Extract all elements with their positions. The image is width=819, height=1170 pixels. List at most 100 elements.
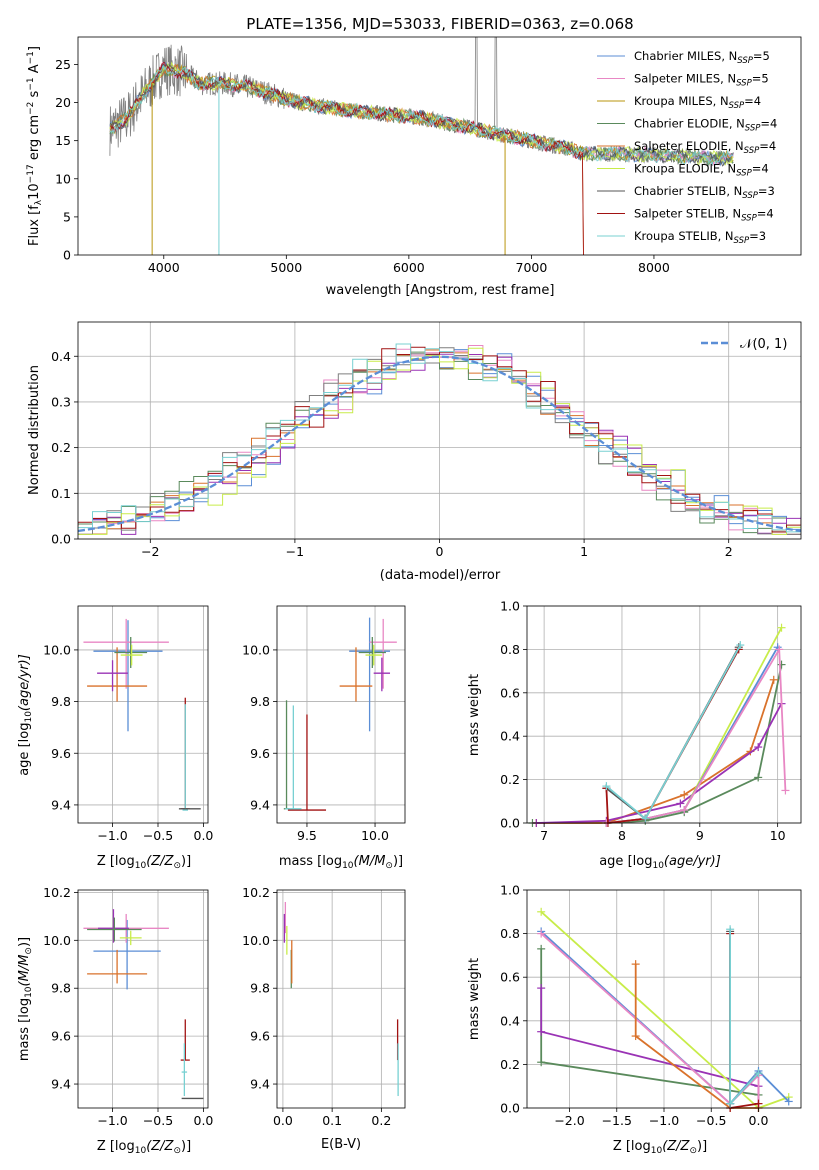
mass-vs-metallicity-panel: −1.0 −0.5 0.0 9.4 9.6 9.8 10.0 10.2 Z [log10(Z/… xyxy=(17,885,213,1156)
plot-frame xyxy=(77,321,802,540)
y-tick-label: 10.0 xyxy=(242,642,270,657)
legend-entry: Chabrier MILES, NSSP=5 xyxy=(634,49,770,66)
mw-z-y-label: mass weight xyxy=(467,958,482,1040)
spectrum-y-label: Flux [fλ10−17 erg cm−2 s−1 A−1] xyxy=(26,46,44,246)
mass-weight-marker xyxy=(602,782,611,791)
y-tick-label: 0.8 xyxy=(500,642,520,657)
legend-entry: Salpeter STELIB, NSSP=4 xyxy=(634,207,774,224)
error-bar-point xyxy=(369,618,397,689)
y-tick-label: 9.6 xyxy=(250,1029,270,1044)
x-tick-label: −1 xyxy=(286,544,304,559)
y-tick-label: 10.0 xyxy=(43,642,71,657)
x-tick-label: 8 xyxy=(618,828,626,843)
age-z-x-label: Z [log10(Z/Z⊙)] xyxy=(97,854,191,871)
mass-weight-marker xyxy=(631,960,640,969)
x-tick-label: 2 xyxy=(725,544,733,559)
mass-weight-marker xyxy=(537,907,546,916)
x-tick-label: 10.0 xyxy=(361,828,389,843)
histogram-legend: 𝒩(0, 1) xyxy=(701,337,787,352)
error-bar-point xyxy=(182,704,188,811)
mass-weight-marker xyxy=(676,799,685,808)
y-tick-label: 9.6 xyxy=(250,746,270,761)
y-tick-label: 0.4 xyxy=(500,1013,520,1028)
mass-weight-marker xyxy=(680,805,689,814)
error-bar-point xyxy=(87,647,148,702)
x-tick-label: −2 xyxy=(141,544,159,559)
x-tick-label: −0.5 xyxy=(143,828,173,843)
x-tick-label: 7000 xyxy=(516,260,548,275)
mass-weight-marker xyxy=(754,743,763,752)
y-tick-label: 9.8 xyxy=(51,981,71,996)
y-tick-label: 0.2 xyxy=(500,1057,520,1072)
age-mass-x-label: mass [log10(M/M⊙)] xyxy=(279,854,403,871)
spectrum-panel: PLATE=1356, MJD=53033, FIBERID=0363, z=0… xyxy=(26,15,802,298)
x-tick-label: −1.0 xyxy=(649,1113,679,1128)
mass-weight-marker xyxy=(537,984,546,993)
mass-weight-marker xyxy=(775,645,784,654)
y-tick-label: 0.3 xyxy=(51,394,71,409)
mass-z-y-label: mass [log10(M/M⊙)] xyxy=(17,937,34,1061)
y-tick-label: 9.4 xyxy=(250,797,270,812)
mass-weight-marker xyxy=(537,944,546,953)
y-tick-label: 0.8 xyxy=(500,926,520,941)
mw-z-x-label: Z [log10(Z/Z⊙)] xyxy=(613,1139,707,1156)
y-tick-label: 25 xyxy=(55,57,71,72)
y-tick-label: 20 xyxy=(55,95,71,110)
y-tick-label: 9.8 xyxy=(250,981,270,996)
mass-weight-marker xyxy=(754,1069,763,1078)
gaussian-reference-line xyxy=(78,355,801,533)
error-bar-point xyxy=(285,705,302,810)
mass-weight-vs-age-panel: 7 8 9 10 0.0 0.2 0.4 0.6 0.8 1.0 age [log10(age/y… xyxy=(467,599,802,871)
plot-frame xyxy=(276,605,406,824)
y-tick-label: 10.0 xyxy=(242,933,270,948)
error-bar-point xyxy=(87,917,142,942)
y-tick-label: 5 xyxy=(63,209,71,224)
y-tick-label: 9.4 xyxy=(51,797,71,812)
residual-histogram-step xyxy=(78,343,801,535)
y-tick-label: 9.6 xyxy=(51,1029,71,1044)
legend-entry: Kroupa STELIB, NSSP=3 xyxy=(634,229,766,246)
x-tick-label: −0.5 xyxy=(143,1113,173,1128)
x-tick-label: 4000 xyxy=(148,260,180,275)
y-tick-label: 0.0 xyxy=(500,816,520,831)
mass-ebv-x-label: E(B-V) xyxy=(321,1137,361,1152)
y-tick-label: 0 xyxy=(63,248,71,263)
mass-weight-marker xyxy=(726,925,735,934)
x-tick-label: 10 xyxy=(770,828,786,843)
residual-histogram-panel: −2 −1 0 1 2 0.0 0.1 0.2 0.3 0.4 (data-model)/erro… xyxy=(27,321,802,583)
x-tick-label: 5000 xyxy=(270,260,302,275)
legend-entry: Kroupa ELODIE, NSSP=4 xyxy=(634,162,769,179)
error-bar-point xyxy=(93,620,163,732)
svg-text:𝒩(0, 1): 𝒩(0, 1) xyxy=(740,337,787,352)
x-tick-label: 9.5 xyxy=(297,828,317,843)
x-tick-label: 0.2 xyxy=(371,1113,391,1128)
mass-z-x-label: Z [log10(Z/Z⊙)] xyxy=(97,1139,191,1156)
mass-weight-marker xyxy=(777,623,786,632)
x-tick-label: 0.0 xyxy=(194,1113,214,1128)
legend-entry: Salpeter MILES, NSSP=5 xyxy=(634,72,769,89)
mass-weight-marker xyxy=(641,814,650,823)
x-tick-label: 1 xyxy=(580,544,588,559)
age-vs-metallicity-panel: −1.0 −0.5 0.0 9.4 9.6 9.8 10.0 Z [log10(Z/Z⊙)]… xyxy=(17,605,213,871)
observed-spectrum-line xyxy=(109,37,734,166)
x-tick-label: 6000 xyxy=(393,260,425,275)
y-tick-label: 9.4 xyxy=(250,1077,270,1092)
y-tick-label: 0.0 xyxy=(500,1101,520,1116)
legend-entry: Chabrier STELIB, NSSP=3 xyxy=(634,184,775,201)
legend-entry: Salpeter ELODIE, NSSP=4 xyxy=(634,139,776,156)
y-tick-label: 9.8 xyxy=(250,694,270,709)
x-tick-label: 0 xyxy=(436,544,444,559)
mw-age-y-label: mass weight xyxy=(467,674,482,756)
y-tick-label: 0.2 xyxy=(51,440,71,455)
y-tick-label: 10.2 xyxy=(43,885,71,900)
age-vs-mass-panel: 9.5 10.0 9.4 9.6 9.8 10.0 mass [log10(M/M⊙)] xyxy=(242,605,406,871)
spectrum-x-label: wavelength [Angstrom, rest frame] xyxy=(326,283,555,298)
mass-weight-marker xyxy=(736,641,745,650)
error-bar-point xyxy=(120,644,143,666)
error-bar-point xyxy=(119,930,142,946)
y-tick-label: 0.6 xyxy=(500,685,520,700)
x-tick-label: −1.0 xyxy=(97,828,127,843)
error-bar-point xyxy=(87,949,148,984)
spectrum-title: PLATE=1356, MJD=53033, FIBERID=0363, z=0… xyxy=(246,15,633,33)
